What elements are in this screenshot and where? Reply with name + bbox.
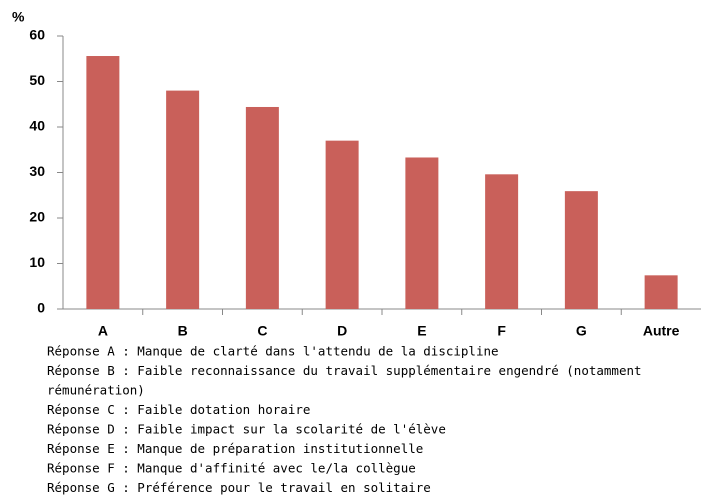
note-line: Réponse F : Manque d'affinité avec le/la… — [47, 461, 416, 476]
note-line: rémunération) — [47, 383, 145, 398]
x-tick-label: F — [497, 323, 506, 339]
bar — [86, 56, 120, 309]
y-tick-label: 30 — [29, 163, 45, 179]
y-tick-label: 50 — [29, 72, 45, 88]
y-tick-label: 20 — [29, 209, 45, 225]
note-line: Réponse D : Faible impact sur la scolari… — [47, 422, 446, 437]
note-line: Réponse G : Préférence pour le travail e… — [47, 480, 431, 495]
bar — [485, 174, 519, 309]
note-line: Réponse A : Manque de clarté dans l'atte… — [47, 344, 499, 359]
note-line: Réponse B : Faible reconnaissance du tra… — [47, 363, 642, 378]
x-tick-label: C — [257, 323, 267, 339]
bar — [325, 140, 359, 309]
y-axis-label: % — [12, 9, 25, 25]
y-tick-label: 60 — [29, 27, 45, 43]
bar — [564, 191, 598, 309]
x-tick-label: A — [98, 323, 108, 339]
x-tick-label: B — [178, 323, 188, 339]
x-tick-label: E — [417, 323, 426, 339]
x-tick-label: Autre — [643, 323, 680, 339]
bar — [644, 275, 678, 309]
bar — [245, 106, 279, 309]
x-tick-label: D — [337, 323, 347, 339]
x-tick-label: G — [576, 323, 587, 339]
note-line: Réponse E : Manque de préparation instit… — [47, 441, 423, 456]
y-tick-label: 0 — [37, 300, 45, 316]
y-tick-label: 40 — [29, 118, 45, 134]
bar — [405, 157, 439, 309]
y-tick-label: 10 — [29, 254, 45, 270]
bar — [166, 90, 200, 309]
note-line: Réponse C : Faible dotation horaire — [47, 402, 310, 417]
